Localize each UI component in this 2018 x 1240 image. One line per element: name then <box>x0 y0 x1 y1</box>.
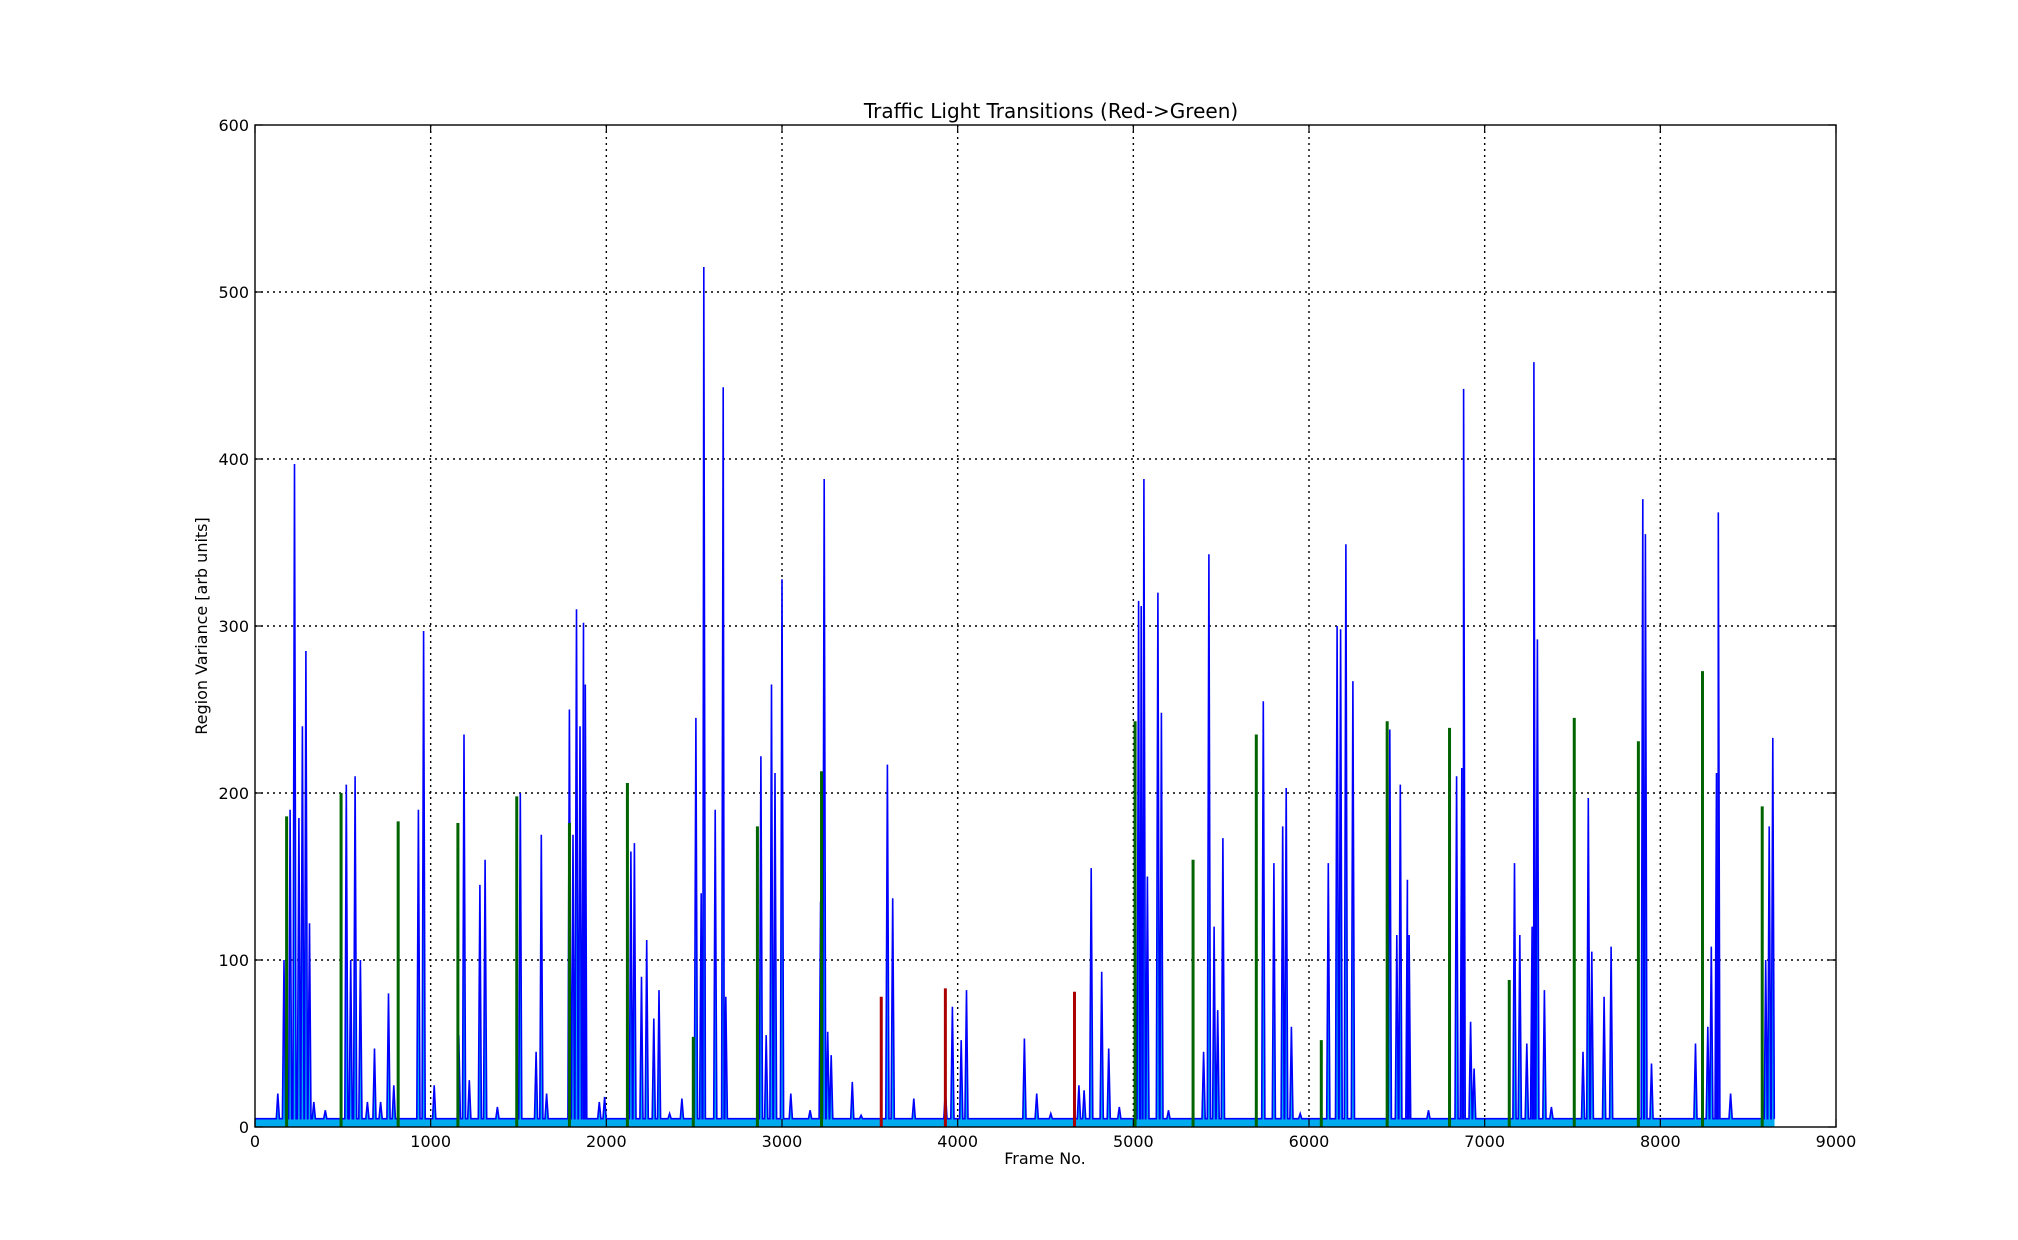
x-tick-label: 2000 <box>586 1132 627 1151</box>
variance-fill-area <box>255 267 1775 1127</box>
plot-area <box>255 266 1776 1127</box>
y-tick-label: 300 <box>218 617 249 636</box>
y-tick-label: 400 <box>218 450 249 469</box>
x-axis-label: Frame No. <box>1004 1149 1086 1168</box>
chart-title: Traffic Light Transitions (Red->Green) <box>863 99 1238 123</box>
plot-frame <box>254 124 1837 1128</box>
x-tick-label: 9000 <box>1816 1132 1857 1151</box>
x-tick-label: 6000 <box>1289 1132 1330 1151</box>
x-tick-label: 8000 <box>1640 1132 1681 1151</box>
y-tick-label: 100 <box>218 951 249 970</box>
y-axis-label: Region Variance [arb units] <box>192 517 211 735</box>
y-tick-label: 500 <box>218 283 249 302</box>
x-tick-label: 4000 <box>937 1132 978 1151</box>
y-tick-label: 600 <box>218 116 249 135</box>
x-tick-label: 5000 <box>1113 1132 1154 1151</box>
grid-lines <box>255 125 1836 1127</box>
x-tick-label: 7000 <box>1464 1132 1505 1151</box>
x-tick-label: 3000 <box>762 1132 803 1151</box>
x-tick-label: 0 <box>250 1132 260 1151</box>
axis-ticks: 0 1000 2000 3000 4000 5000 6000 7000 8000 9000 0 10… <box>218 116 1856 1151</box>
variance-line <box>255 266 1776 1120</box>
y-tick-label: 0 <box>239 1118 249 1137</box>
y-tick-label: 200 <box>218 784 249 803</box>
x-tick-label: 1000 <box>410 1132 451 1151</box>
